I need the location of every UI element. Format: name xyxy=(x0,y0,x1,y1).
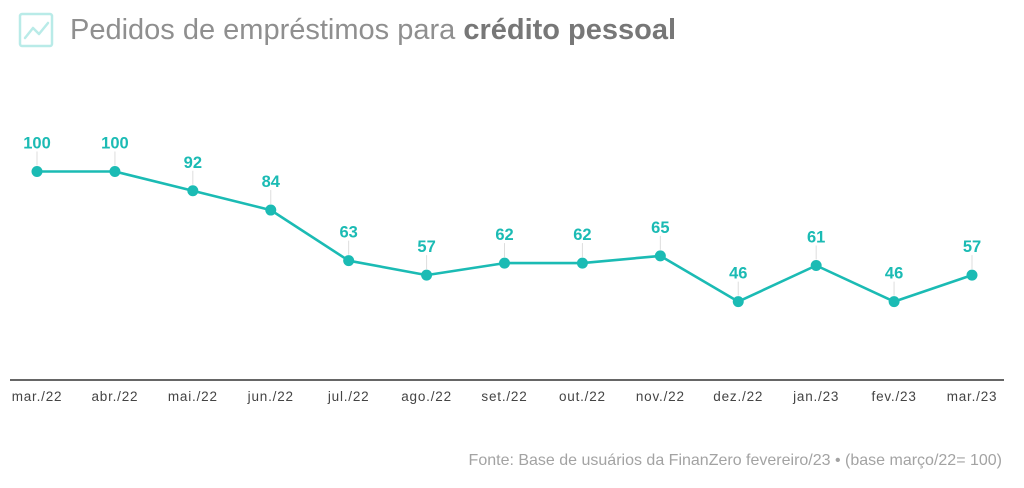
data-point xyxy=(966,269,978,281)
data-label: 62 xyxy=(573,226,591,244)
chart-header: Pedidos de empréstimos para crédito pess… xyxy=(18,8,676,52)
data-point xyxy=(810,259,822,271)
line-chart-icon xyxy=(18,12,54,48)
data-labels: 100 100 92 84 63 57 62 62 65 46 61 46 57 xyxy=(23,135,981,283)
data-point xyxy=(187,185,199,197)
chart-title: Pedidos de empréstimos para crédito pess… xyxy=(70,14,676,47)
x-tick-label: abr./22 xyxy=(91,389,138,404)
data-label: 57 xyxy=(963,238,981,256)
data-label: 62 xyxy=(495,226,513,244)
data-label: 46 xyxy=(729,265,747,283)
data-label: 84 xyxy=(262,173,281,191)
data-point xyxy=(654,250,666,262)
x-tick-label: ago./22 xyxy=(401,389,452,404)
data-point xyxy=(343,255,355,267)
data-point xyxy=(421,269,433,281)
x-tick-label: jul./22 xyxy=(327,389,370,404)
line-chart: 100 100 92 84 63 57 62 62 65 46 61 46 57 mar./22 abr.… xyxy=(10,135,1004,404)
x-tick-label: dez./22 xyxy=(713,389,763,404)
x-tick-label: jun./22 xyxy=(247,389,294,404)
x-tick-label: nov./22 xyxy=(636,389,685,404)
data-label: 57 xyxy=(417,238,435,256)
data-point xyxy=(888,296,900,308)
data-label: 61 xyxy=(807,228,825,246)
data-points xyxy=(31,166,978,308)
data-label: 46 xyxy=(885,265,903,283)
x-axis-ticks: mar./22 abr./22 mai./22 jun./22 jul./22 ago./… xyxy=(12,389,998,404)
x-tick-label: mai./22 xyxy=(168,389,218,404)
data-point xyxy=(576,257,588,269)
data-point xyxy=(265,204,277,216)
data-label: 65 xyxy=(651,219,669,237)
data-point xyxy=(499,257,510,269)
value-leaders xyxy=(36,151,973,296)
chart-title-prefix: Pedidos de empréstimos para xyxy=(70,13,464,46)
chart-title-bold: crédito pessoal xyxy=(463,13,677,46)
data-label: 63 xyxy=(339,224,357,242)
x-tick-label: mar./23 xyxy=(947,389,998,404)
data-point xyxy=(31,166,43,177)
source-note: Fonte: Base de usuários da FinanZero fev… xyxy=(468,452,1002,469)
data-label: 100 xyxy=(23,135,51,153)
data-label: 92 xyxy=(184,154,202,172)
x-tick-label: fev./23 xyxy=(872,389,917,404)
data-point xyxy=(732,296,744,308)
x-tick-label: set./22 xyxy=(481,389,527,404)
x-tick-label: mar./22 xyxy=(12,389,63,404)
data-label: 100 xyxy=(101,135,129,153)
x-tick-label: out./22 xyxy=(559,389,606,404)
data-point xyxy=(109,166,121,177)
x-tick-label: jan./23 xyxy=(792,389,839,404)
